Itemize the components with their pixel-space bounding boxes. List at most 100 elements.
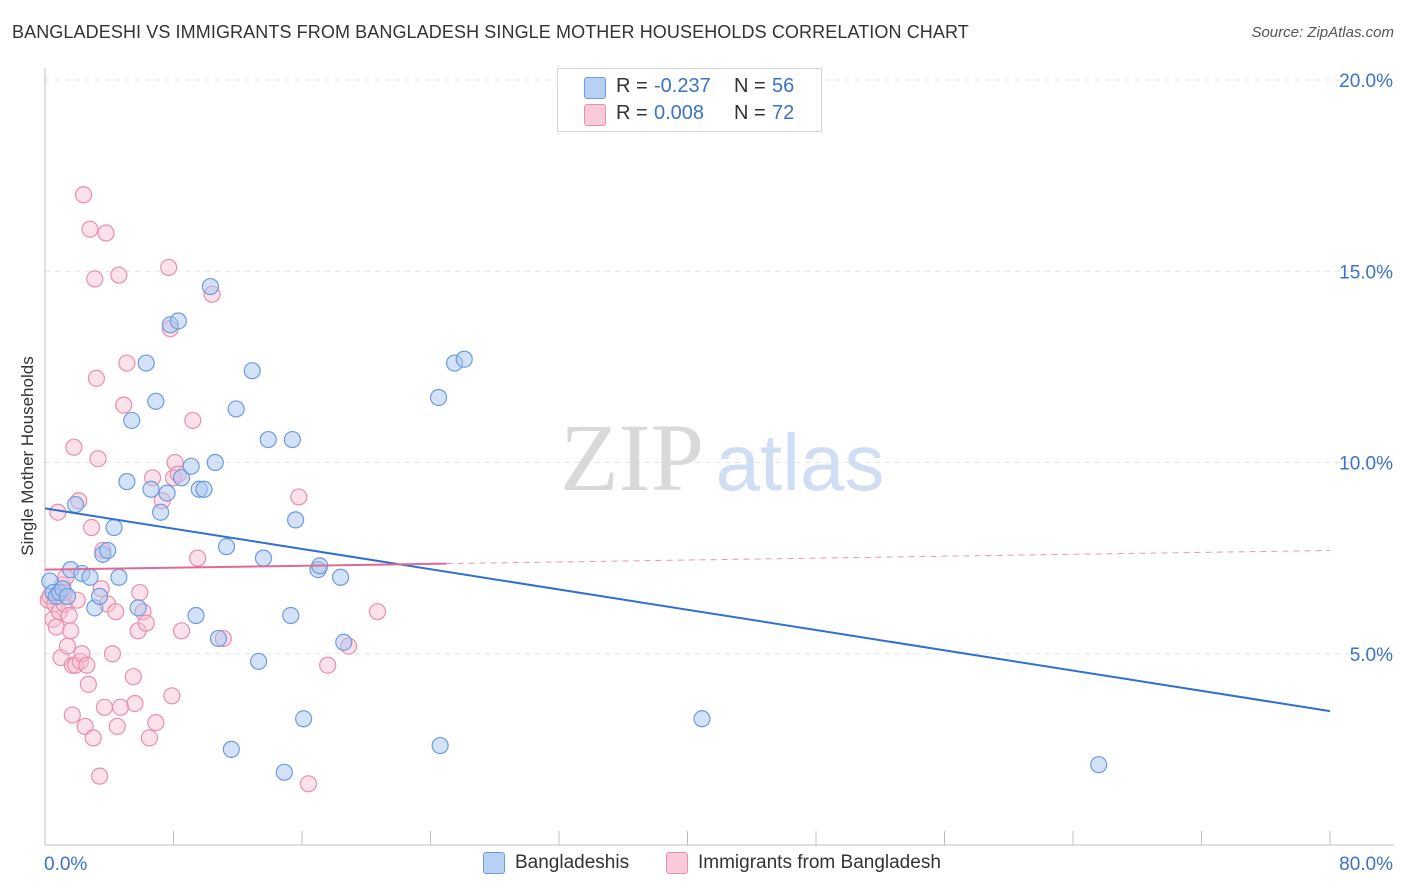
watermark-atlas: atlas	[716, 418, 885, 507]
data-point-bangladeshis	[693, 710, 711, 728]
data-point-immigrants	[58, 637, 77, 655]
data-point-bangladeshis	[152, 503, 170, 521]
data-point-immigrants	[89, 450, 107, 468]
data-point-bangladeshis	[66, 495, 85, 514]
data-point-bangladeshis	[1090, 756, 1108, 774]
data-point-immigrants	[160, 258, 178, 277]
data-point-immigrants	[118, 354, 136, 372]
legend-r-label: R =	[616, 75, 648, 97]
data-point-bangladeshis	[227, 400, 245, 418]
data-point-bangladeshis	[259, 430, 277, 449]
data-point-bangladeshis	[250, 652, 268, 671]
data-point-immigrants	[111, 698, 130, 716]
data-point-bangladeshis	[99, 541, 117, 560]
data-point-bangladeshis	[455, 350, 473, 368]
data-point-immigrants	[124, 668, 142, 686]
y-tick-labels: 5.0% 10.0% 15.0% 20.0%	[1339, 71, 1393, 666]
legend-n-label: N =	[734, 102, 766, 124]
legend-r-label: R =	[616, 102, 648, 124]
data-point-immigrants	[290, 488, 308, 506]
legend-n-value: 72	[772, 102, 795, 124]
data-point-immigrants	[81, 220, 99, 238]
data-point-immigrants	[126, 694, 144, 713]
data-point-bangladeshis	[282, 606, 300, 625]
data-point-bangladeshis	[331, 568, 350, 586]
watermark-zip: ZIP	[560, 404, 704, 511]
data-point-bangladeshis	[201, 277, 220, 296]
data-point-bangladeshis	[105, 518, 123, 537]
y-axis-label: Single Mother Households	[18, 356, 37, 556]
data-point-bangladeshis	[182, 457, 200, 475]
trend-lines	[44, 507, 1331, 713]
data-point-bangladeshis	[110, 568, 128, 586]
data-point-immigrants	[107, 603, 125, 621]
data-point-bangladeshis	[206, 453, 224, 472]
data-point-immigrants	[87, 369, 106, 387]
legend-r-value: -0.237	[654, 75, 711, 97]
data-point-bangladeshis	[243, 362, 261, 380]
data-point-bangladeshis	[254, 549, 273, 567]
trend-line-immigrants-extension	[446, 549, 1331, 565]
data-point-immigrants	[95, 698, 114, 716]
data-point-immigrants	[299, 775, 318, 793]
chart-title: BANGLADESHI VS IMMIGRANTS FROM BANGLADES…	[12, 22, 969, 42]
data-point-immigrants	[108, 717, 126, 736]
series-bangladeshis-points	[41, 277, 1108, 781]
y-tick-label: 5.0%	[1350, 645, 1393, 666]
data-point-immigrants	[65, 438, 83, 456]
x-tick-labels: 0.0% 80.0%	[44, 854, 1393, 875]
y-tick-label: 20.0%	[1339, 71, 1393, 92]
data-point-bangladeshis	[137, 354, 155, 372]
legend-n-label: N =	[734, 75, 766, 97]
data-point-bangladeshis	[91, 587, 109, 605]
data-point-immigrants	[131, 583, 149, 602]
data-point-immigrants	[368, 603, 387, 621]
data-point-bangladeshis	[118, 473, 136, 491]
data-point-bangladeshis	[58, 587, 77, 605]
trend-line-bangladeshis	[44, 507, 1331, 713]
data-point-immigrants	[103, 645, 122, 663]
correlation-legend: R = -0.237 N = 56 R = 0.008 N = 72	[557, 68, 822, 132]
data-point-bangladeshis	[81, 568, 99, 586]
legend-n-value: 56	[772, 75, 795, 97]
bottom-legend-swatch-pink	[666, 852, 688, 874]
data-point-bangladeshis	[429, 388, 448, 407]
x-tick-label: 80.0%	[1339, 854, 1393, 875]
legend-r-value: 0.008	[654, 102, 705, 124]
data-point-bangladeshis	[172, 469, 191, 487]
data-point-immigrants	[79, 675, 97, 693]
data-point-immigrants	[62, 622, 80, 640]
data-point-immigrants	[60, 606, 78, 625]
x-tick-label: 0.0%	[44, 854, 87, 875]
data-point-immigrants	[63, 706, 81, 724]
data-point-immigrants	[188, 549, 207, 567]
data-point-immigrants	[82, 518, 101, 537]
data-point-bangladeshis	[142, 480, 160, 498]
data-point-immigrants	[78, 656, 96, 674]
data-point-immigrants	[147, 713, 165, 732]
data-point-immigrants	[184, 411, 202, 430]
data-point-bangladeshis	[335, 633, 353, 651]
legend-swatch-pink	[584, 104, 606, 126]
data-point-immigrants	[91, 767, 109, 785]
series-immigrants-points	[39, 186, 387, 793]
data-point-immigrants	[84, 729, 102, 747]
data-point-bangladeshis	[129, 599, 147, 617]
data-point-immigrants	[137, 614, 155, 632]
data-point-bangladeshis	[286, 511, 305, 529]
data-point-bangladeshis	[158, 484, 176, 502]
data-point-immigrants	[110, 266, 128, 284]
data-point-bangladeshis	[222, 740, 240, 758]
data-point-bangladeshis	[187, 606, 205, 625]
y-tick-label: 15.0%	[1339, 262, 1393, 283]
data-point-immigrants	[86, 270, 104, 288]
data-point-bangladeshis	[147, 392, 165, 410]
watermark: ZIP atlas	[560, 404, 884, 511]
data-point-bangladeshis	[169, 312, 187, 330]
data-point-bangladeshis	[283, 430, 301, 449]
data-point-bangladeshis	[431, 736, 449, 755]
bottom-legend-label: Bangladeshis	[515, 852, 630, 873]
data-point-immigrants	[140, 729, 159, 747]
data-point-immigrants	[97, 224, 115, 242]
